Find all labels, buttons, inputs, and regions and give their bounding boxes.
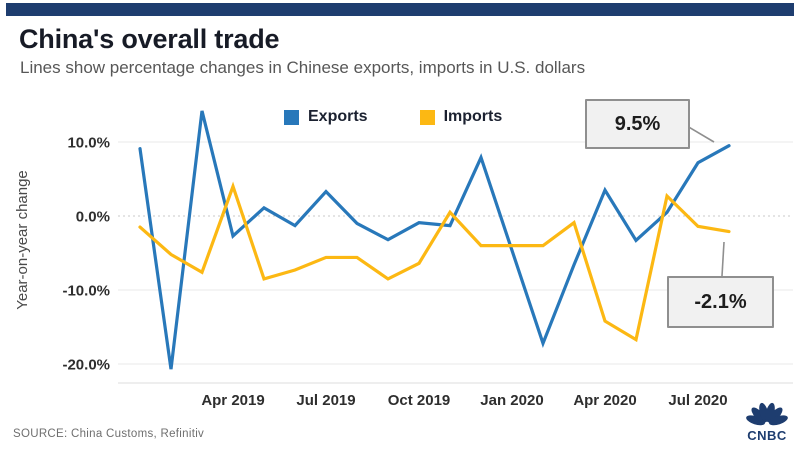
x-tick-label: Apr 2020	[573, 392, 636, 409]
y-tick-label: 10.0%	[67, 135, 110, 152]
page-title: China's overall trade	[19, 24, 280, 54]
imports-legend-label: Imports	[443, 108, 503, 125]
cnbc-wordmark: CNBC	[747, 428, 787, 443]
x-tick-label: Apr 2019	[201, 392, 264, 409]
callout-pointer-line	[721, 241, 725, 277]
x-tick-label: Jul 2020	[668, 392, 727, 409]
y-tick-label: -10.0%	[62, 283, 110, 300]
imports-value-callout: -2.1%	[667, 276, 774, 328]
exports-legend-label: Exports	[308, 108, 368, 125]
x-tick-label: Oct 2019	[388, 392, 451, 409]
legend-item-imports: Imports	[419, 108, 503, 126]
imports-swatch-icon	[419, 109, 435, 125]
page-subtitle: Lines show percentage changes in Chinese…	[20, 58, 586, 77]
exports-line	[138, 110, 731, 370]
imports-line	[138, 181, 731, 343]
legend-item-exports: Exports	[284, 108, 368, 126]
exports-swatch-icon	[284, 109, 299, 125]
y-tick-label: 0.0%	[76, 209, 110, 226]
y-axis-title: Year-on-year change	[14, 170, 31, 310]
exports-callout-value: 9.5%	[614, 112, 661, 135]
brand-accent-bar	[6, 3, 794, 16]
trade-chart: 10.0% 0.0% -10.0% -20.0% Apr 2019 Jul 2019 Oct…	[0, 95, 800, 430]
y-tick-label: -20.0%	[62, 357, 110, 374]
chart-legend: Exports Imports	[284, 108, 502, 126]
exports-value-callout: 9.5%	[585, 99, 690, 149]
callout-pointer-line	[686, 125, 715, 143]
source-credit: SOURCE: China Customs, Refinitiv	[13, 428, 205, 440]
cnbc-logo: CNBC	[746, 402, 788, 443]
x-tick-label: Jan 2020	[480, 392, 543, 409]
x-tick-label: Jul 2019	[296, 392, 355, 409]
imports-callout-value: -2.1%	[694, 290, 747, 313]
peacock-icon	[746, 402, 788, 426]
